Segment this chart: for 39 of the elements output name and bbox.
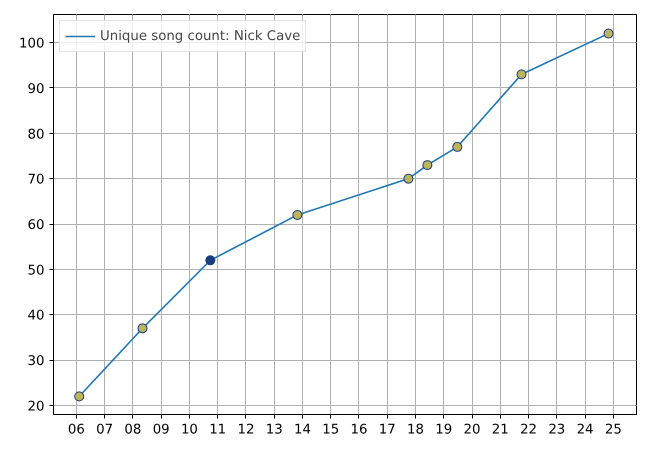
x-tick-label: 16 xyxy=(350,422,368,438)
x-tick-label: 24 xyxy=(576,422,594,438)
y-tick-label: 100 xyxy=(19,36,45,52)
y-tick-label: 20 xyxy=(28,399,45,414)
x-tick-label: 08 xyxy=(124,422,142,438)
x-tick-label: 06 xyxy=(68,422,85,438)
legend-label: Unique song count: Nick Cave xyxy=(100,28,300,44)
y-tick-label: 90 xyxy=(28,82,45,97)
x-tick-label: 17 xyxy=(378,422,396,438)
point xyxy=(516,69,526,80)
x-tick-label: 07 xyxy=(96,422,114,438)
x-tick-label: 13 xyxy=(266,422,283,438)
y-tick-label: 40 xyxy=(28,308,45,324)
point xyxy=(292,210,302,220)
x-tick-label: 21 xyxy=(492,422,509,438)
x-tick-label: 25 xyxy=(604,422,622,438)
point xyxy=(452,142,462,152)
x-tick-label: 09 xyxy=(152,422,170,438)
y-tick-label: 70 xyxy=(28,172,45,188)
y-tick-label: 30 xyxy=(28,354,45,370)
point xyxy=(138,323,148,334)
point xyxy=(205,255,216,266)
x-tick-label: 15 xyxy=(322,422,340,438)
x-tick-label: 19 xyxy=(435,422,452,438)
x-tick-label: 11 xyxy=(209,422,226,438)
x-tick-label: 20 xyxy=(464,422,481,438)
x-tick-label: 22 xyxy=(520,422,538,438)
point xyxy=(422,160,432,170)
point xyxy=(403,174,414,184)
x-tick-label: 12 xyxy=(237,422,254,438)
x-tick-label: 18 xyxy=(407,422,424,438)
x-tick-label: 23 xyxy=(548,422,566,438)
y-tick-label: 50 xyxy=(28,263,45,278)
point xyxy=(604,28,614,39)
point xyxy=(74,391,84,402)
x-tick-label: 10 xyxy=(180,422,198,438)
y-tick-label: 60 xyxy=(28,218,45,234)
x-tick-label: 14 xyxy=(294,422,311,438)
y-tick-label: 80 xyxy=(28,127,45,142)
